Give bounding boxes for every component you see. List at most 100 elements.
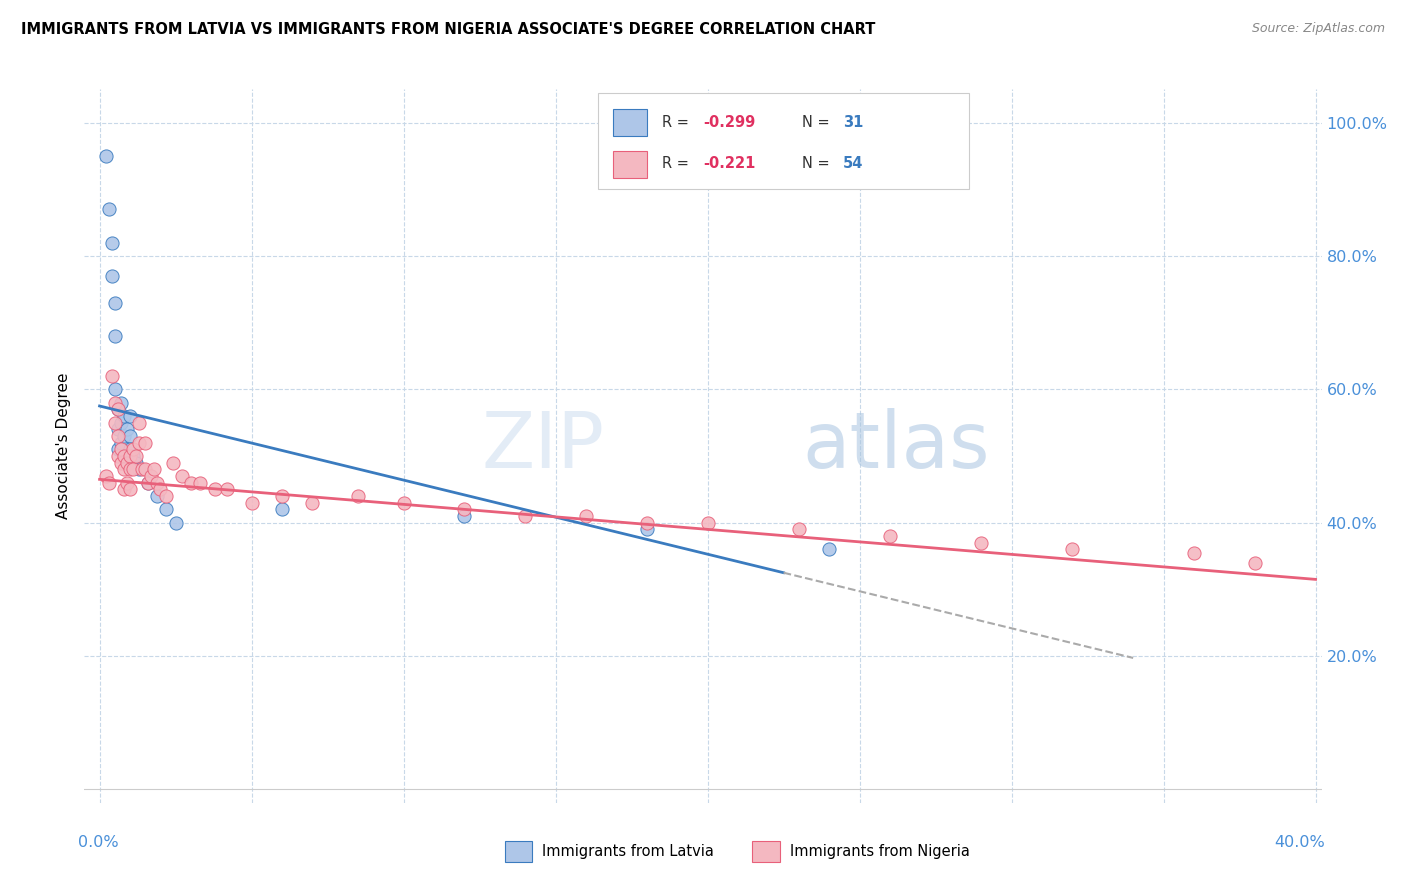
Point [107, 422, 129, 436]
Point [1243, 556, 1265, 570]
Point [122, 462, 145, 476]
Point [453, 502, 475, 516]
Point [136, 475, 159, 490]
Point [115, 456, 138, 470]
Point [118, 462, 141, 476]
Point [128, 462, 150, 476]
Point [107, 402, 129, 417]
Point [118, 429, 141, 443]
FancyBboxPatch shape [752, 840, 780, 862]
Point [97, 475, 120, 490]
Point [1062, 542, 1084, 557]
Text: 31: 31 [842, 115, 863, 129]
Point [107, 442, 129, 457]
Point [392, 496, 415, 510]
Point [155, 489, 177, 503]
Point [136, 475, 159, 490]
Text: atlas: atlas [801, 408, 990, 484]
Point [131, 462, 153, 476]
Point [134, 462, 156, 476]
Point [146, 475, 169, 490]
Text: 40.0%: 40.0% [1275, 835, 1326, 850]
Point [1182, 546, 1205, 560]
Point [128, 416, 150, 430]
Text: R =: R = [662, 115, 693, 129]
Point [636, 516, 658, 530]
Point [100, 368, 122, 383]
Point [107, 429, 129, 443]
Point [170, 469, 193, 483]
Point [115, 422, 138, 436]
Point [118, 449, 141, 463]
Point [110, 416, 132, 430]
Y-axis label: Associate's Degree: Associate's Degree [56, 373, 72, 519]
Point [125, 449, 148, 463]
Point [104, 395, 127, 409]
Point [112, 483, 135, 497]
Text: R =: R = [662, 156, 693, 171]
Point [118, 483, 141, 497]
Point [879, 529, 901, 543]
Point [271, 502, 294, 516]
Point [112, 449, 135, 463]
Point [301, 496, 323, 510]
Point [204, 483, 226, 497]
Point [149, 483, 172, 497]
FancyBboxPatch shape [505, 840, 533, 862]
Point [110, 435, 132, 450]
Point [100, 268, 122, 283]
Point [165, 516, 187, 530]
Point [128, 435, 150, 450]
Text: IMMIGRANTS FROM LATVIA VS IMMIGRANTS FROM NIGERIA ASSOCIATE'S DEGREE CORRELATION: IMMIGRANTS FROM LATVIA VS IMMIGRANTS FRO… [21, 22, 876, 37]
Text: ZIP: ZIP [481, 408, 605, 484]
Point [155, 502, 177, 516]
Text: Source: ZipAtlas.com: Source: ZipAtlas.com [1251, 22, 1385, 36]
Point [271, 489, 294, 503]
Point [107, 402, 129, 417]
Point [143, 462, 166, 476]
Text: Immigrants from Latvia: Immigrants from Latvia [543, 844, 714, 859]
Point [118, 442, 141, 457]
Point [104, 382, 127, 396]
Point [162, 456, 184, 470]
Point [100, 235, 122, 250]
Point [141, 469, 163, 483]
Point [146, 489, 169, 503]
Text: N =: N = [801, 115, 834, 129]
Text: N =: N = [801, 156, 834, 171]
Text: 54: 54 [842, 156, 863, 171]
Point [112, 462, 135, 476]
Text: -0.221: -0.221 [703, 156, 755, 171]
Point [696, 516, 718, 530]
Point [94, 469, 117, 483]
FancyBboxPatch shape [598, 93, 969, 189]
Point [970, 535, 993, 549]
Point [104, 416, 127, 430]
Point [240, 496, 263, 510]
Point [818, 542, 841, 557]
Point [112, 429, 135, 443]
Text: Immigrants from Nigeria: Immigrants from Nigeria [790, 844, 970, 859]
Point [94, 149, 117, 163]
Point [515, 509, 537, 524]
Point [115, 475, 138, 490]
Point [115, 449, 138, 463]
Point [636, 522, 658, 536]
Point [110, 442, 132, 457]
Point [122, 449, 145, 463]
Point [217, 483, 239, 497]
Text: -0.299: -0.299 [703, 115, 755, 129]
Point [122, 442, 145, 457]
Point [118, 409, 141, 423]
Point [575, 509, 598, 524]
Point [104, 295, 127, 310]
Text: 0.0%: 0.0% [79, 835, 118, 850]
Point [188, 475, 211, 490]
Point [125, 456, 148, 470]
Point [110, 456, 132, 470]
Point [134, 435, 156, 450]
Point [104, 329, 127, 343]
Point [112, 409, 135, 423]
Point [347, 489, 370, 503]
Point [97, 202, 120, 217]
